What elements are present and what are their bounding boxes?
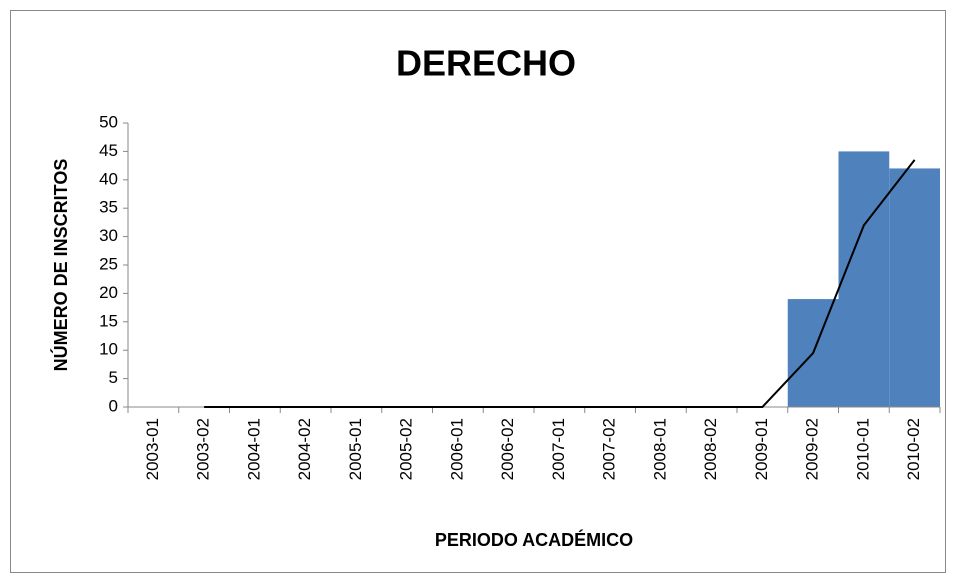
y-tick-label: 45 [99, 141, 118, 160]
bar [889, 168, 940, 407]
x-tick-label: 2009-02 [803, 418, 822, 480]
x-tick-label: 2003-01 [143, 418, 162, 480]
x-tick-label: 2007-01 [549, 418, 568, 480]
y-tick-label: 20 [99, 283, 118, 302]
x-tick-label: 2005-01 [346, 418, 365, 480]
trendline [204, 159, 916, 408]
x-tick-label: 2004-02 [295, 418, 314, 480]
x-tick-label: 2008-02 [701, 418, 720, 480]
x-tick-label: 2005-02 [397, 418, 416, 480]
x-tick-label: 2006-02 [498, 418, 517, 480]
y-tick-label: 5 [109, 368, 118, 387]
x-tick-label: 2009-01 [752, 418, 771, 480]
x-axis-title: PERIODO ACADÉMICO [435, 529, 633, 550]
y-tick-label: 35 [99, 198, 118, 217]
x-tick-label: 2004-01 [244, 418, 263, 480]
x-tick-label: 2010-01 [853, 418, 872, 480]
y-axis-title: NÚMERO DE INSCRITOS [50, 159, 71, 372]
y-tick-label: 30 [99, 226, 118, 245]
y-tick-label: 15 [99, 311, 118, 330]
x-tick-label: 2006-01 [447, 418, 466, 480]
x-tick-label: 2007-02 [600, 418, 619, 480]
y-tick-label: 40 [99, 169, 118, 188]
x-tick-label: 2010-02 [904, 418, 923, 480]
x-tick-label: 2008-01 [650, 418, 669, 480]
y-tick-label: 0 [109, 396, 118, 415]
chart-frame [10, 10, 946, 573]
x-tick-label: 2003-02 [194, 418, 213, 480]
y-tick-label: 10 [99, 340, 118, 359]
y-tick-label: 25 [99, 254, 118, 273]
chart-title: DERECHO [396, 43, 576, 84]
bar [838, 151, 890, 407]
y-tick-label: 50 [99, 112, 118, 131]
